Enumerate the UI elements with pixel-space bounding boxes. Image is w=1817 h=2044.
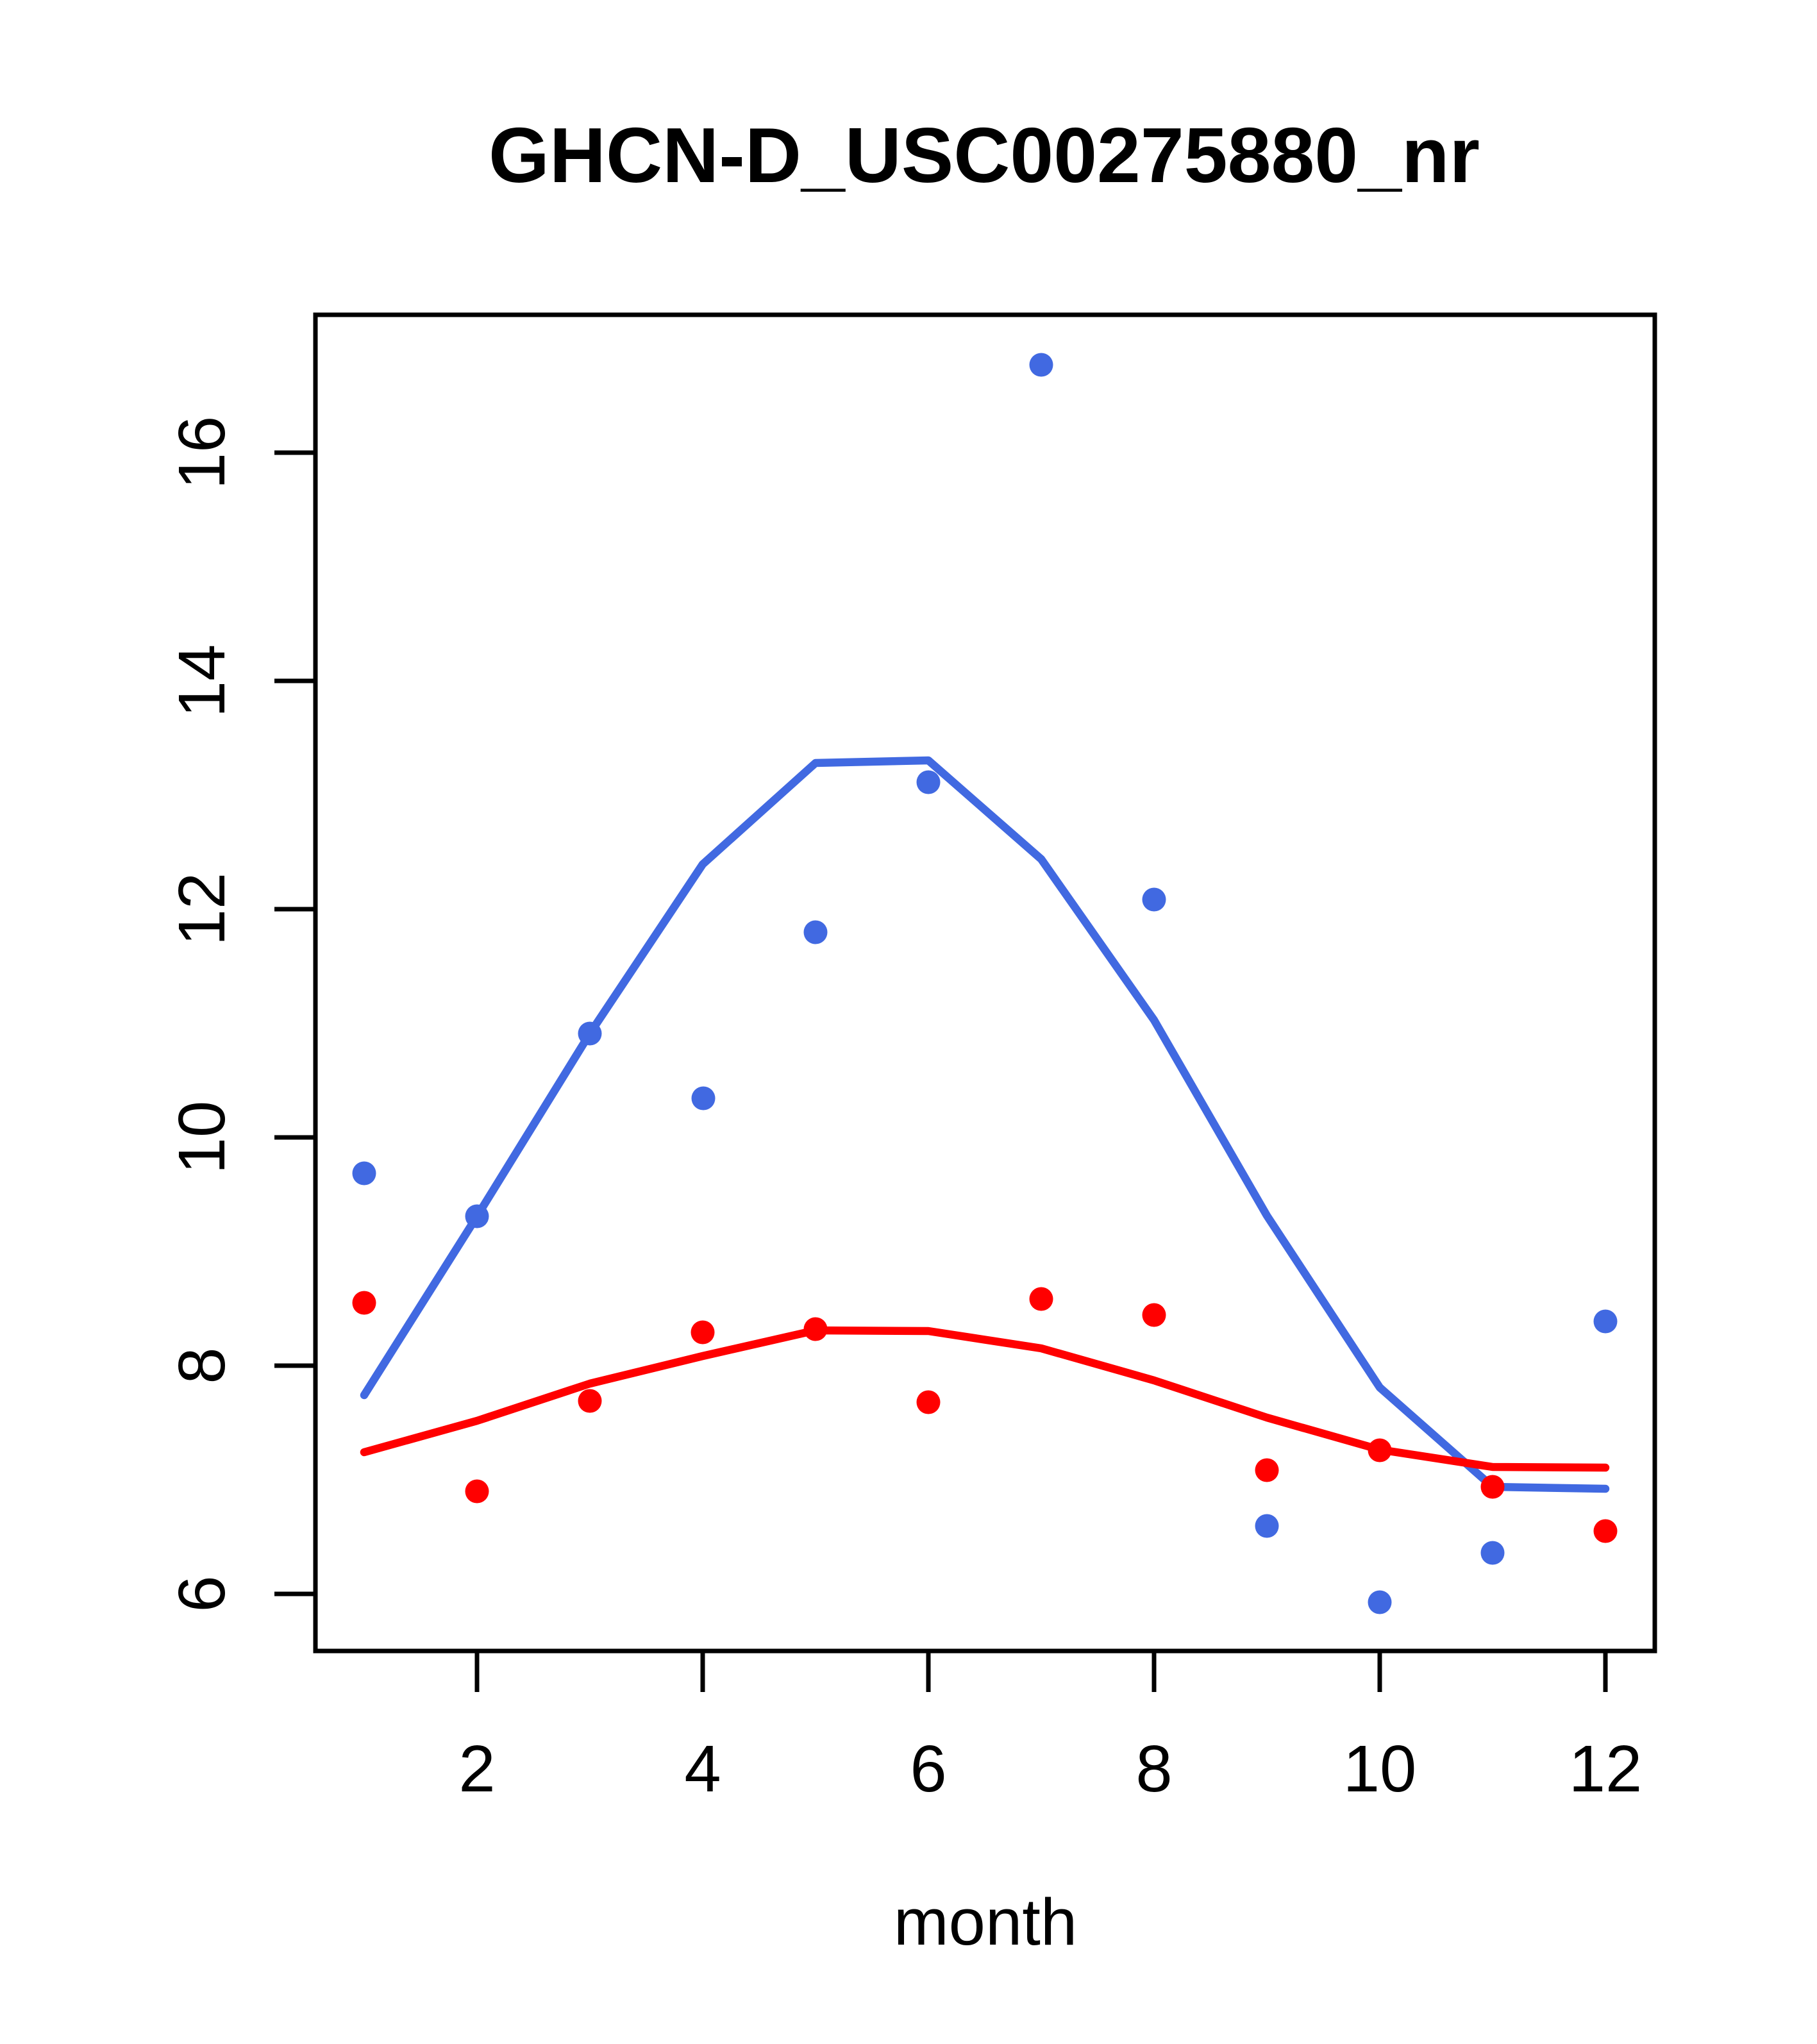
svg-text:6: 6 <box>165 1575 239 1612</box>
svg-text:6: 6 <box>910 1732 946 1805</box>
svg-text:4: 4 <box>684 1732 721 1805</box>
svg-text:12: 12 <box>165 873 239 946</box>
svg-text:10: 10 <box>165 1101 239 1175</box>
svg-text:10: 10 <box>1343 1732 1417 1805</box>
svg-text:8: 8 <box>1135 1732 1172 1805</box>
svg-text:14: 14 <box>165 644 239 718</box>
svg-text:month: month <box>894 1885 1077 1959</box>
svg-text:8: 8 <box>165 1347 239 1384</box>
svg-text:2: 2 <box>458 1732 495 1805</box>
svg-text:16: 16 <box>165 416 239 490</box>
svg-text:12: 12 <box>1569 1732 1643 1805</box>
svg-text:GHCN-D_USC00275880_nr: GHCN-D_USC00275880_nr <box>489 112 1480 199</box>
